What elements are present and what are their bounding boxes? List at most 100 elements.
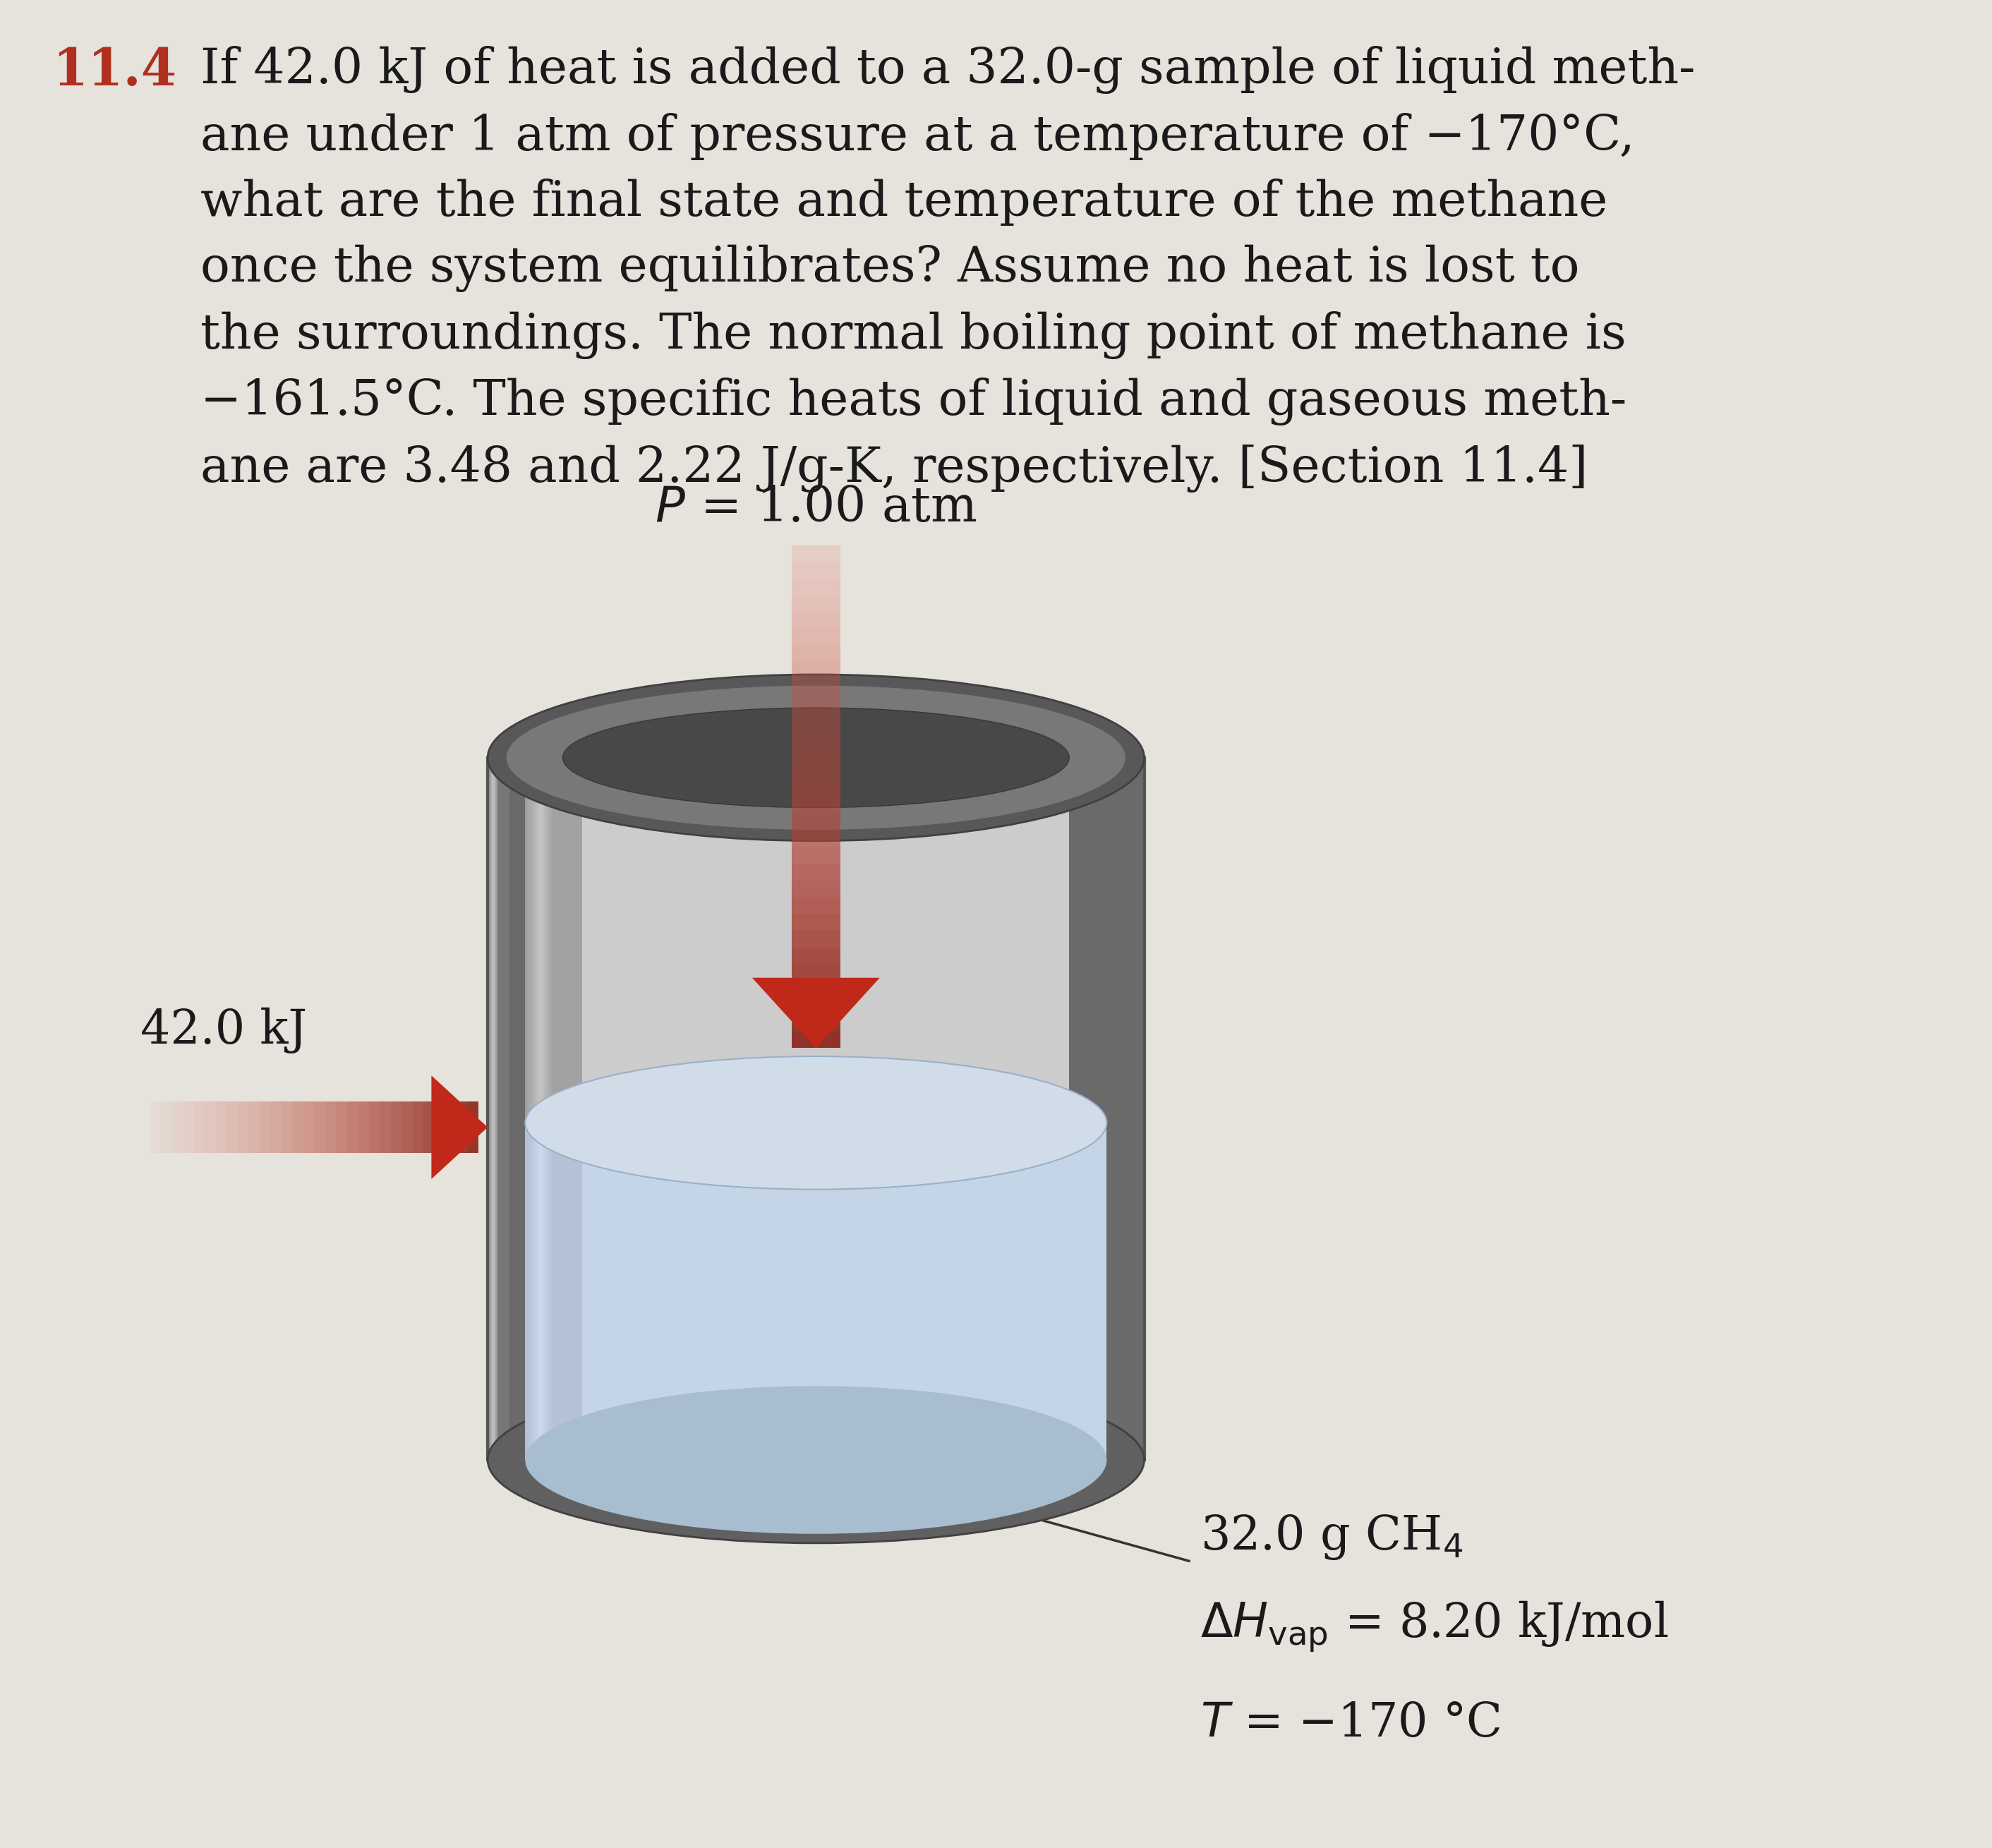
- Polygon shape: [496, 758, 506, 1460]
- Polygon shape: [540, 758, 570, 1124]
- Polygon shape: [791, 747, 841, 763]
- Polygon shape: [488, 758, 498, 1460]
- Polygon shape: [548, 1124, 576, 1460]
- Polygon shape: [380, 1101, 390, 1153]
- Polygon shape: [494, 758, 506, 1460]
- Polygon shape: [494, 758, 504, 1460]
- Polygon shape: [402, 1101, 412, 1153]
- Polygon shape: [791, 713, 841, 730]
- Polygon shape: [528, 758, 558, 1124]
- Polygon shape: [424, 1101, 434, 1153]
- Polygon shape: [1070, 758, 1143, 1460]
- Polygon shape: [548, 758, 576, 1124]
- Polygon shape: [791, 846, 841, 863]
- Polygon shape: [494, 758, 506, 1460]
- Polygon shape: [791, 998, 841, 1015]
- Polygon shape: [490, 758, 500, 1460]
- Polygon shape: [347, 1101, 359, 1153]
- Polygon shape: [492, 758, 502, 1460]
- Polygon shape: [149, 1101, 161, 1153]
- Polygon shape: [494, 758, 504, 1460]
- Polygon shape: [494, 758, 504, 1460]
- Polygon shape: [791, 578, 841, 595]
- Polygon shape: [532, 1124, 560, 1460]
- Polygon shape: [498, 758, 508, 1460]
- Polygon shape: [791, 896, 841, 915]
- Polygon shape: [542, 1124, 570, 1460]
- Polygon shape: [488, 758, 562, 1460]
- Polygon shape: [538, 1124, 568, 1460]
- Polygon shape: [544, 758, 574, 1124]
- Polygon shape: [496, 758, 508, 1460]
- Polygon shape: [532, 758, 560, 1124]
- Polygon shape: [494, 758, 504, 1460]
- Polygon shape: [492, 758, 502, 1460]
- Polygon shape: [369, 1101, 380, 1153]
- Polygon shape: [498, 758, 508, 1460]
- Polygon shape: [492, 758, 502, 1460]
- Polygon shape: [552, 1124, 580, 1460]
- Polygon shape: [791, 915, 841, 931]
- Polygon shape: [488, 758, 500, 1460]
- Polygon shape: [542, 758, 570, 1124]
- Polygon shape: [791, 763, 841, 780]
- Polygon shape: [550, 758, 580, 1124]
- Polygon shape: [205, 1101, 215, 1153]
- Polygon shape: [536, 758, 564, 1124]
- Polygon shape: [390, 1101, 402, 1153]
- Polygon shape: [446, 1101, 456, 1153]
- Polygon shape: [490, 758, 502, 1460]
- Polygon shape: [791, 680, 841, 697]
- Ellipse shape: [526, 1057, 1108, 1190]
- Polygon shape: [534, 1124, 564, 1460]
- Polygon shape: [498, 758, 510, 1460]
- Polygon shape: [490, 758, 500, 1460]
- Polygon shape: [498, 758, 510, 1460]
- Text: $\Delta H_{\rm vap}$ = 8.20 kJ/mol: $\Delta H_{\rm vap}$ = 8.20 kJ/mol: [1201, 1599, 1669, 1654]
- Polygon shape: [490, 758, 502, 1460]
- Text: 32.0 g CH$_4$: 32.0 g CH$_4$: [1201, 1514, 1462, 1562]
- Ellipse shape: [506, 686, 1125, 830]
- Polygon shape: [496, 758, 506, 1460]
- Polygon shape: [490, 758, 500, 1460]
- Polygon shape: [249, 1101, 259, 1153]
- Text: $T$ = $-$170 °C: $T$ = $-$170 °C: [1201, 1700, 1500, 1746]
- Polygon shape: [303, 1101, 315, 1153]
- Polygon shape: [496, 758, 508, 1460]
- Polygon shape: [183, 1101, 193, 1153]
- Polygon shape: [271, 1101, 281, 1153]
- Polygon shape: [492, 758, 504, 1460]
- Polygon shape: [554, 758, 582, 1124]
- Polygon shape: [532, 758, 562, 1124]
- Polygon shape: [494, 758, 506, 1460]
- Polygon shape: [315, 1101, 325, 1153]
- Polygon shape: [548, 1124, 578, 1460]
- Polygon shape: [293, 1101, 303, 1153]
- Polygon shape: [434, 1101, 446, 1153]
- Polygon shape: [552, 758, 580, 1124]
- Polygon shape: [456, 1101, 468, 1153]
- Polygon shape: [528, 1124, 558, 1460]
- Polygon shape: [490, 758, 502, 1460]
- Polygon shape: [536, 1124, 566, 1460]
- Polygon shape: [496, 758, 506, 1460]
- Polygon shape: [791, 796, 841, 813]
- Polygon shape: [498, 758, 508, 1460]
- Ellipse shape: [526, 1392, 1108, 1528]
- Polygon shape: [496, 758, 508, 1460]
- Polygon shape: [548, 758, 578, 1124]
- Polygon shape: [526, 1124, 556, 1460]
- Polygon shape: [498, 758, 508, 1460]
- Polygon shape: [791, 562, 841, 578]
- Polygon shape: [492, 758, 504, 1460]
- Text: 42.0 kJ: 42.0 kJ: [141, 1007, 307, 1053]
- Polygon shape: [496, 758, 508, 1460]
- Polygon shape: [490, 758, 500, 1460]
- Polygon shape: [494, 758, 504, 1460]
- Polygon shape: [791, 545, 841, 562]
- Polygon shape: [538, 758, 568, 1124]
- Polygon shape: [791, 863, 841, 880]
- Polygon shape: [530, 1124, 558, 1460]
- Polygon shape: [193, 1101, 205, 1153]
- Polygon shape: [532, 1124, 562, 1460]
